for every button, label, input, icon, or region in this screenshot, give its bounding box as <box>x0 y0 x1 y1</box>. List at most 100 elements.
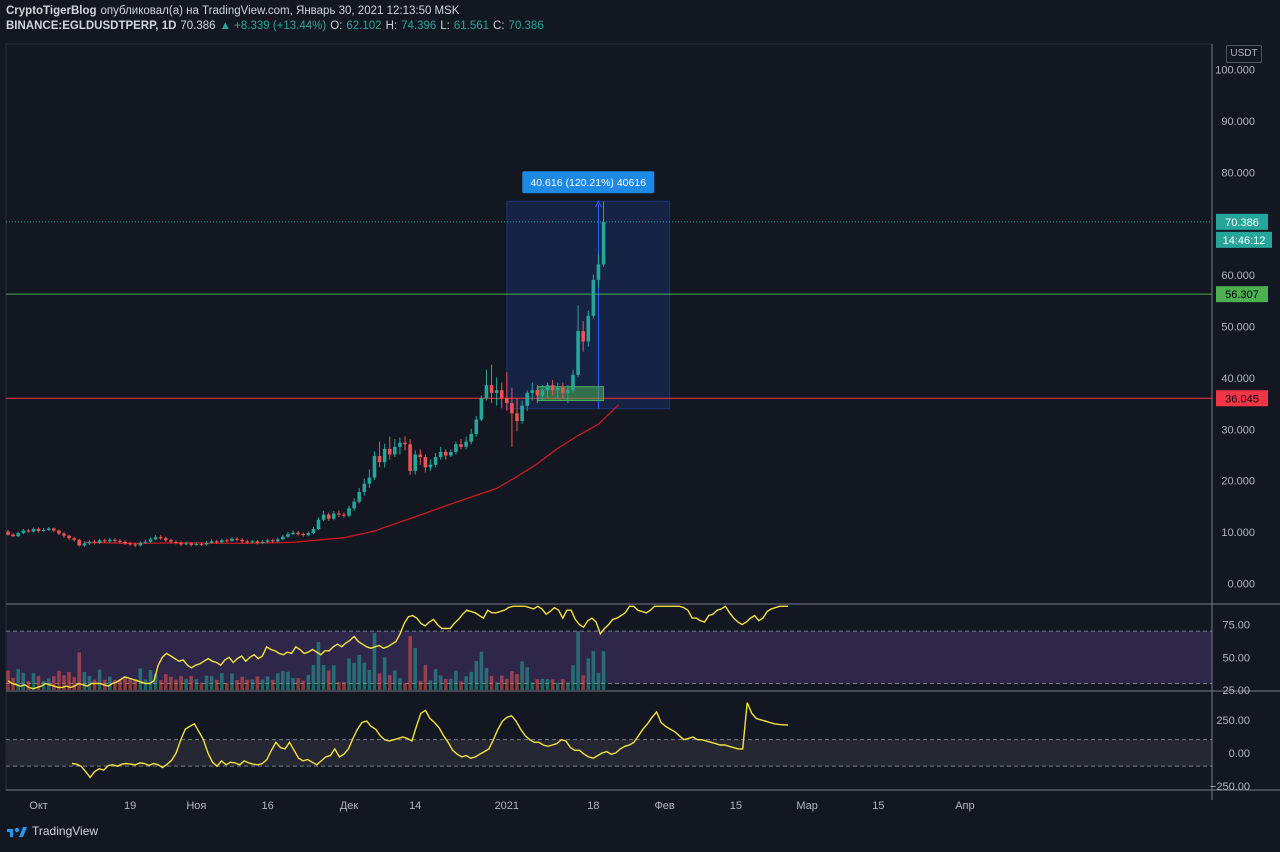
candle-body <box>225 540 229 542</box>
candle-body <box>123 541 127 544</box>
candle-body <box>520 405 524 422</box>
y-tick-label: 0.00 <box>1229 748 1250 760</box>
volume-bar <box>209 676 214 690</box>
volume-bar <box>550 679 555 690</box>
candle-body <box>143 541 148 543</box>
candle-body <box>113 539 117 541</box>
volume-bar <box>138 668 143 690</box>
volume-bar <box>62 675 66 690</box>
volume-bar <box>540 678 545 690</box>
volume-bar <box>566 682 570 690</box>
candle-body <box>459 444 463 447</box>
candle-body <box>586 315 591 342</box>
volume-bar <box>428 680 433 690</box>
candle-body <box>235 538 239 540</box>
candle-body <box>169 540 173 542</box>
candle-body <box>331 513 336 519</box>
candle-body <box>484 385 489 398</box>
volume-bar <box>586 658 591 690</box>
volume-bar <box>301 680 306 690</box>
candle-body <box>464 441 468 447</box>
volume-bar <box>77 652 82 690</box>
symbol-label[interactable]: BINANCE:EGLDUSDTPERP, 1D <box>6 20 177 32</box>
candle-body <box>275 539 280 542</box>
x-tick-label: 14 <box>409 800 421 812</box>
candle-body <box>72 538 76 540</box>
x-tick-label: Фев <box>654 800 674 812</box>
volume-bar <box>581 675 585 690</box>
countdown-text: 14:46:12 <box>1223 235 1266 247</box>
volume-bar <box>31 673 36 690</box>
candle-body <box>510 403 514 414</box>
low-value: 61.561 <box>453 20 490 32</box>
price-tag-bg <box>1216 390 1268 407</box>
volume-bar <box>449 678 453 690</box>
volume-bar <box>153 673 158 690</box>
volume-bar <box>204 675 209 690</box>
candle-body <box>479 397 484 420</box>
volume-bar <box>260 679 265 690</box>
y-tick-label: 0.000 <box>1227 578 1255 590</box>
volume-bar <box>591 651 596 690</box>
candle-body <box>281 536 285 540</box>
volume-bar <box>67 672 71 690</box>
candle-body <box>357 492 362 502</box>
y-tick-label: 80.000 <box>1221 167 1255 179</box>
candle-body <box>245 541 250 543</box>
y-tick-label: 20.000 <box>1221 476 1255 488</box>
cci-pane[interactable] <box>6 702 1212 779</box>
candle-body <box>240 539 244 542</box>
candle-body <box>6 531 10 535</box>
candle-body <box>67 535 71 539</box>
candle-body <box>209 541 214 543</box>
candle-body <box>46 528 51 531</box>
y-tick-label: 60.000 <box>1221 270 1255 282</box>
candle-body <box>36 528 41 532</box>
currency-unit[interactable]: USDT <box>1226 45 1262 63</box>
publish-info: опубликовал(а) на TradingView.com, Январ… <box>100 5 460 17</box>
volume-bar <box>143 679 148 690</box>
close-label: C: <box>493 20 505 32</box>
volume-bar <box>169 676 173 690</box>
candle-body <box>403 442 407 445</box>
volume-bar <box>321 665 326 690</box>
volume-bar <box>382 657 387 690</box>
y-tick-label: 50.00 <box>1222 652 1250 664</box>
volume-bar <box>352 662 356 690</box>
candle-body <box>347 508 351 516</box>
x-tick-label: Мар <box>796 800 818 812</box>
volume-bar <box>489 675 494 690</box>
volume-bar <box>357 654 362 690</box>
volume-bar <box>194 679 199 690</box>
candle-body <box>489 385 494 393</box>
volume-bar <box>438 675 443 690</box>
tradingview-logo[interactable]: TradingView <box>6 824 98 838</box>
volume-bar <box>367 669 372 690</box>
volume-bar <box>601 651 606 690</box>
main-pane[interactable]: 40.616 (120.21%) 40616 <box>6 171 1212 547</box>
volume-bar <box>179 676 183 690</box>
y-tick-label: 90.000 <box>1221 116 1255 128</box>
candle-body <box>525 392 529 406</box>
volume-bar <box>316 641 321 690</box>
candle-body <box>153 537 158 540</box>
candle-body <box>499 390 504 398</box>
candle-body <box>342 514 346 516</box>
volume-bar <box>87 676 92 690</box>
low-label: L: <box>440 20 450 32</box>
open-label: O: <box>330 20 343 32</box>
volume-bar <box>250 679 255 690</box>
volume-bar <box>255 676 260 690</box>
rsi-pane[interactable] <box>6 605 1212 690</box>
candle-body <box>52 528 56 531</box>
chart-header: CryptoTigerBlog опубликовал(а) на Tradin… <box>6 4 544 34</box>
candle-body <box>270 540 275 542</box>
volume-bar <box>235 680 239 690</box>
high-value: 74.396 <box>401 20 437 32</box>
x-tick-label: Дек <box>340 800 359 812</box>
volume-bar <box>505 678 509 690</box>
author-name[interactable]: CryptoTigerBlog <box>6 5 97 17</box>
high-label: H: <box>385 20 398 32</box>
candle-body <box>184 543 188 545</box>
